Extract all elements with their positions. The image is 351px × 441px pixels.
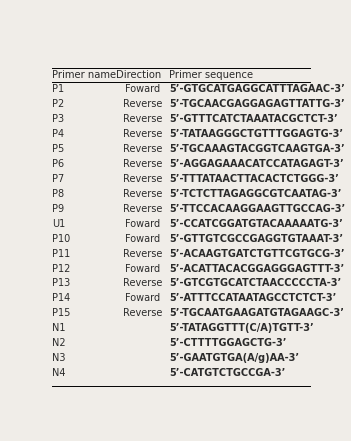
Text: 5’-TGCAAAGTACGGTCAAGTGA-3’: 5’-TGCAAAGTACGGTCAAGTGA-3’ xyxy=(169,144,345,154)
Text: Reverse: Reverse xyxy=(122,249,162,258)
Text: Reverse: Reverse xyxy=(122,204,162,214)
Text: Reverse: Reverse xyxy=(122,99,162,109)
Text: P2: P2 xyxy=(52,99,64,109)
Text: 5’-TATAGGTTT(C/A)TGTT-3’: 5’-TATAGGTTT(C/A)TGTT-3’ xyxy=(169,323,314,333)
Text: Foward: Foward xyxy=(125,264,160,273)
Text: 5’-GTTTCATCTAAATACGCTCT-3’: 5’-GTTTCATCTAAATACGCTCT-3’ xyxy=(169,114,338,124)
Text: 5’-GTGCATGAGGCATTTAGAAC-3’: 5’-GTGCATGAGGCATTTAGAAC-3’ xyxy=(169,84,345,94)
Text: N3: N3 xyxy=(52,353,66,363)
Text: Direction: Direction xyxy=(116,70,161,80)
Text: Foward: Foward xyxy=(125,84,160,94)
Text: 5’-ACAAGTGATCTGTTCGTGCG-3’: 5’-ACAAGTGATCTGTTCGTGCG-3’ xyxy=(169,249,345,258)
Text: Foward: Foward xyxy=(125,219,160,229)
Text: 5’-AGGAGAAACATCCATAGAGT-3’: 5’-AGGAGAAACATCCATAGAGT-3’ xyxy=(169,159,344,169)
Text: U1: U1 xyxy=(52,219,65,229)
Text: P12: P12 xyxy=(52,264,71,273)
Text: Foward: Foward xyxy=(125,234,160,244)
Text: Reverse: Reverse xyxy=(122,174,162,184)
Text: 5’-TTCCACAAGGAAGTTGCCAG-3’: 5’-TTCCACAAGGAAGTTGCCAG-3’ xyxy=(169,204,345,214)
Text: P7: P7 xyxy=(52,174,64,184)
Text: Reverse: Reverse xyxy=(122,129,162,139)
Text: 5’-ACATTACACGGAGGGAGTTT-3’: 5’-ACATTACACGGAGGGAGTTT-3’ xyxy=(169,264,344,273)
Text: Primer sequence: Primer sequence xyxy=(169,70,253,80)
Text: P14: P14 xyxy=(52,293,70,303)
Text: P9: P9 xyxy=(52,204,64,214)
Text: Reverse: Reverse xyxy=(122,308,162,318)
Text: P10: P10 xyxy=(52,234,70,244)
Text: 5’-CCATCGGATGTACAAAAATG-3’: 5’-CCATCGGATGTACAAAAATG-3’ xyxy=(169,219,343,229)
Text: P8: P8 xyxy=(52,189,64,199)
Text: Reverse: Reverse xyxy=(122,144,162,154)
Text: 5’-TTTATAACTTACACTCTGGG-3’: 5’-TTTATAACTTACACTCTGGG-3’ xyxy=(169,174,339,184)
Text: Reverse: Reverse xyxy=(122,278,162,288)
Text: 5’-CATGTCTGCCGA-3’: 5’-CATGTCTGCCGA-3’ xyxy=(169,368,285,378)
Text: Primer name: Primer name xyxy=(52,70,116,80)
Text: P6: P6 xyxy=(52,159,64,169)
Text: P5: P5 xyxy=(52,144,64,154)
Text: P15: P15 xyxy=(52,308,71,318)
Text: 5’-TATAAGGGCTGTTTGGAGTG-3’: 5’-TATAAGGGCTGTTTGGAGTG-3’ xyxy=(169,129,343,139)
Text: 5’-TCTCTTAGAGGCGTCAATAG-3’: 5’-TCTCTTAGAGGCGTCAATAG-3’ xyxy=(169,189,342,199)
Text: Reverse: Reverse xyxy=(122,114,162,124)
Text: N1: N1 xyxy=(52,323,66,333)
Text: P13: P13 xyxy=(52,278,70,288)
Text: 5’-GAATGTGA(A/g)AA-3’: 5’-GAATGTGA(A/g)AA-3’ xyxy=(169,353,299,363)
Text: 5’-GTCGTGCATCTAACCCCCTA-3’: 5’-GTCGTGCATCTAACCCCCTA-3’ xyxy=(169,278,341,288)
Text: Foward: Foward xyxy=(125,293,160,303)
Text: 5’-TGCAATGAAGATGTAGAAGC-3’: 5’-TGCAATGAAGATGTAGAAGC-3’ xyxy=(169,308,344,318)
Text: P1: P1 xyxy=(52,84,64,94)
Text: 5’-CTTTTGGAGCTG-3’: 5’-CTTTTGGAGCTG-3’ xyxy=(169,338,286,348)
Text: P3: P3 xyxy=(52,114,64,124)
Text: N4: N4 xyxy=(52,368,66,378)
Text: P4: P4 xyxy=(52,129,64,139)
Text: Reverse: Reverse xyxy=(122,159,162,169)
Text: 5’-TGCAACGAGGAGAGTTATTG-3’: 5’-TGCAACGAGGAGAGTTATTG-3’ xyxy=(169,99,345,109)
Text: 5’-GTTGTCGCCGAGGTGTAAAT-3’: 5’-GTTGTCGCCGAGGTGTAAAT-3’ xyxy=(169,234,343,244)
Text: 5’-ATTTCCATAATAGCCTCTCT-3’: 5’-ATTTCCATAATAGCCTCTCT-3’ xyxy=(169,293,336,303)
Text: N2: N2 xyxy=(52,338,66,348)
Text: P11: P11 xyxy=(52,249,70,258)
Text: Reverse: Reverse xyxy=(122,189,162,199)
